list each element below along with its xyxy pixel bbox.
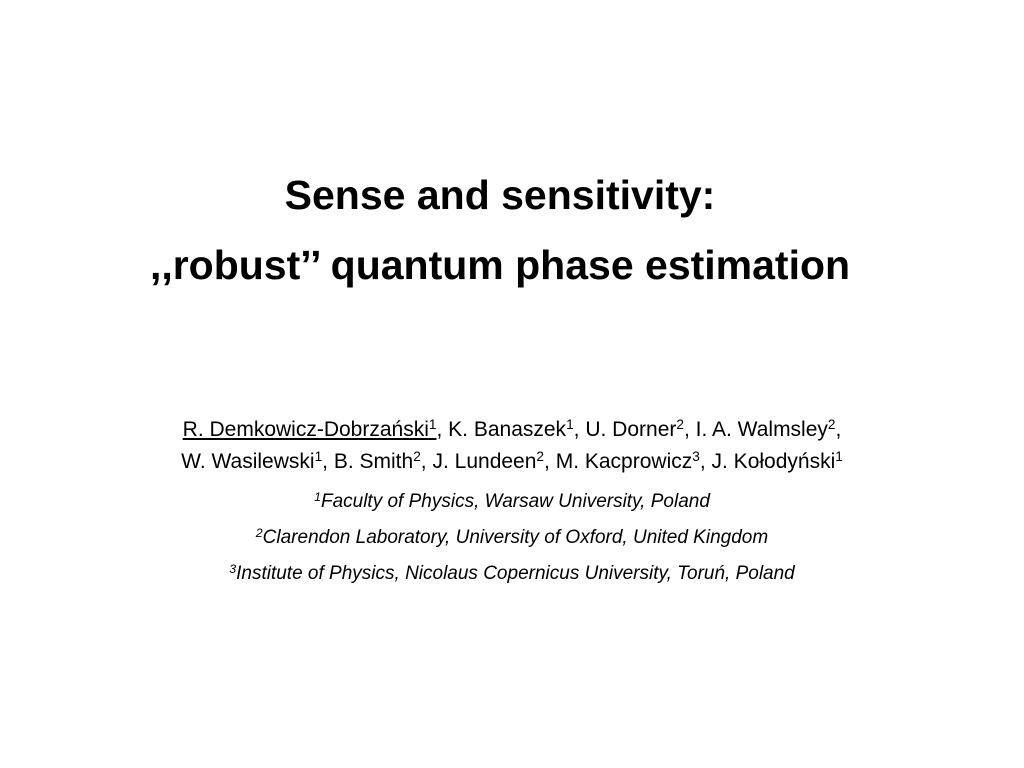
author-name: M. Kacprowicz bbox=[555, 450, 693, 473]
author-name: K. Banaszek bbox=[448, 418, 567, 441]
title: Sense and sensitivity: ,,robust’’ quantum… bbox=[0, 160, 1000, 300]
author-name: I. A. Walmsley bbox=[695, 418, 828, 441]
author: R. Demkowicz-Dobrzański1 bbox=[183, 418, 437, 441]
author-name: R. Demkowicz-Dobrzański bbox=[182, 418, 429, 441]
title-line: ,,robust’’ quantum phase estimation bbox=[149, 242, 851, 288]
separator: , bbox=[420, 450, 427, 473]
affiliation-text: Faculty of Physics, Warsaw University, P… bbox=[320, 491, 710, 512]
affiliation: 3Institute of Physics, Nicolaus Copernic… bbox=[0, 556, 1024, 592]
author: J. Kołodyński1 bbox=[712, 450, 843, 473]
affiliation-number: 2 bbox=[255, 525, 263, 540]
affiliation-mark: 1 bbox=[835, 449, 843, 465]
author-name: W. Wasilewski bbox=[181, 450, 315, 473]
affiliation-text: Clarendon Laboratory, University of Oxfo… bbox=[262, 527, 769, 548]
author: M. Kacprowicz3 bbox=[556, 450, 700, 473]
separator: , bbox=[573, 418, 580, 441]
affiliations: 1Faculty of Physics, Warsaw University, … bbox=[0, 484, 1024, 592]
author: W. Wasilewski1 bbox=[181, 450, 322, 473]
affiliation-mark: 2 bbox=[676, 417, 684, 433]
affiliation: 1Faculty of Physics, Warsaw University, … bbox=[0, 484, 1024, 520]
author: B. Smith2 bbox=[334, 450, 421, 473]
title-line: Sense and sensitivity: bbox=[284, 172, 716, 218]
separator: , bbox=[544, 450, 550, 473]
affiliation-text: Institute of Physics, Nicolaus Copernicu… bbox=[236, 563, 795, 584]
affiliation-number: 1 bbox=[314, 489, 321, 504]
separator: , bbox=[835, 418, 842, 441]
separator: , bbox=[683, 418, 690, 441]
author-line: W. Wasilewski1, B. Smith2, J. Lundeen2, … bbox=[0, 446, 1024, 478]
author: J. Lundeen2 bbox=[432, 450, 544, 473]
author-name: B. Smith bbox=[333, 450, 414, 473]
author-line: R. Demkowicz-Dobrzański1, K. Banaszek1, … bbox=[0, 414, 1024, 446]
affiliation-mark: 1 bbox=[314, 449, 323, 465]
affiliation-number: 3 bbox=[229, 561, 237, 576]
author: U. Dorner2 bbox=[585, 418, 684, 441]
author: K. Banaszek1 bbox=[448, 418, 574, 441]
affiliation: 2Clarendon Laboratory, University of Oxf… bbox=[0, 520, 1024, 556]
affiliation-mark: 2 bbox=[413, 449, 421, 465]
authors: R. Demkowicz-Dobrzański1, K. Banaszek1, … bbox=[0, 414, 1024, 478]
author-name: J. Lundeen bbox=[432, 450, 537, 473]
affiliation-mark: 2 bbox=[827, 417, 836, 433]
separator: , bbox=[699, 450, 706, 473]
affiliation-mark: 2 bbox=[536, 449, 545, 465]
affiliation-mark: 1 bbox=[428, 417, 437, 433]
author-name: U. Dorner bbox=[585, 418, 677, 441]
affiliation-mark: 1 bbox=[566, 417, 574, 433]
author-name: J. Kołodyński bbox=[711, 450, 836, 473]
separator: , bbox=[436, 418, 443, 441]
author: I. A. Walmsley2 bbox=[696, 418, 836, 441]
separator: , bbox=[322, 450, 328, 473]
affiliation-mark: 3 bbox=[692, 449, 700, 465]
